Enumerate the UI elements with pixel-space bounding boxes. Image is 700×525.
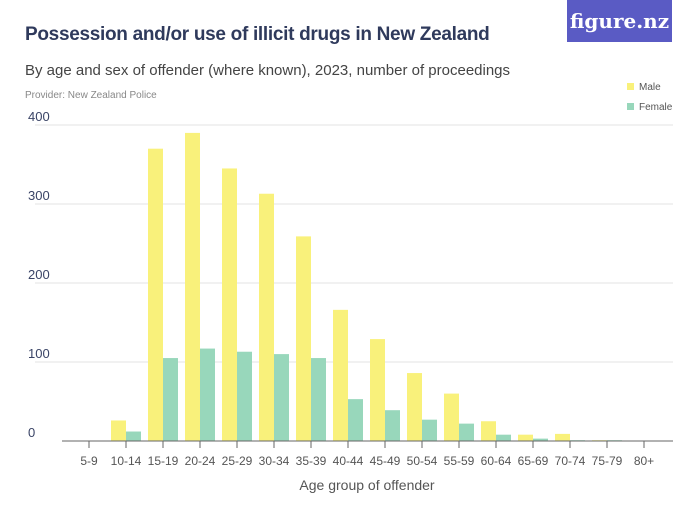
chart-subtitle: By age and sex of offender (where known)… xyxy=(25,62,511,79)
x-tick-label: 70-74 xyxy=(555,454,586,468)
x-tick-label: 5-9 xyxy=(80,454,98,468)
bar-male-25-29 xyxy=(222,168,237,441)
x-tick-label: 60-64 xyxy=(481,454,512,468)
bar-male-20-24 xyxy=(185,132,200,441)
bar-male-70-74 xyxy=(555,433,570,441)
x-tick-label: 30-34 xyxy=(259,454,290,468)
legend-label-female: Female xyxy=(639,102,673,113)
bar-female-55-59 xyxy=(459,423,474,441)
bar-female-20-24 xyxy=(200,348,215,441)
y-tick-label: 100 xyxy=(28,346,50,361)
x-tick-label: 55-59 xyxy=(444,454,475,468)
bar-female-50-54 xyxy=(422,419,437,441)
bar-male-35-39 xyxy=(296,236,311,441)
x-tick-label: 15-19 xyxy=(148,454,179,468)
provider-text: Provider: New Zealand Police xyxy=(25,90,157,101)
bar-male-15-19 xyxy=(148,148,163,441)
legend-swatch-female xyxy=(627,103,634,110)
x-tick-label: 25-29 xyxy=(222,454,253,468)
bar-female-65-69 xyxy=(533,438,548,441)
bar-female-10-14 xyxy=(126,431,141,441)
y-tick-label: 0 xyxy=(28,425,35,440)
bar-female-45-49 xyxy=(385,410,400,441)
bar-female-15-19 xyxy=(163,358,178,441)
x-tick-label: 50-54 xyxy=(407,454,438,468)
legend-swatch-male xyxy=(627,83,634,90)
bar-female-25-29 xyxy=(237,351,252,441)
x-tick-label: 10-14 xyxy=(111,454,142,468)
bar-male-30-34 xyxy=(259,193,274,441)
bar-female-40-44 xyxy=(348,399,363,441)
y-tick-label: 400 xyxy=(28,109,50,124)
bar-male-10-14 xyxy=(111,420,126,441)
bar-male-60-64 xyxy=(481,421,496,441)
chart-title: Possession and/or use of illicit drugs i… xyxy=(25,24,490,45)
bar-female-60-64 xyxy=(496,434,511,441)
legend-label-male: Male xyxy=(639,82,661,93)
y-tick-label: 300 xyxy=(28,188,50,203)
x-tick-label: 40-44 xyxy=(333,454,364,468)
x-tick-label: 20-24 xyxy=(185,454,216,468)
x-tick-label: 75-79 xyxy=(592,454,623,468)
bar-female-35-39 xyxy=(311,358,326,441)
bar-male-55-59 xyxy=(444,393,459,441)
figure-nz-logo[interactable]: figure.nz xyxy=(567,0,672,42)
bar-male-50-54 xyxy=(407,373,422,441)
x-tick-label: 35-39 xyxy=(296,454,327,468)
x-tick-label: 45-49 xyxy=(370,454,401,468)
x-tick-label: 80+ xyxy=(634,454,654,468)
bar-male-65-69 xyxy=(518,434,533,441)
bar-female-30-34 xyxy=(274,354,289,441)
bar-male-45-49 xyxy=(370,339,385,441)
y-tick-label: 200 xyxy=(28,267,50,282)
bar-male-40-44 xyxy=(333,309,348,441)
x-tick-label: 65-69 xyxy=(518,454,549,468)
x-axis-title: Age group of offender xyxy=(299,477,435,493)
